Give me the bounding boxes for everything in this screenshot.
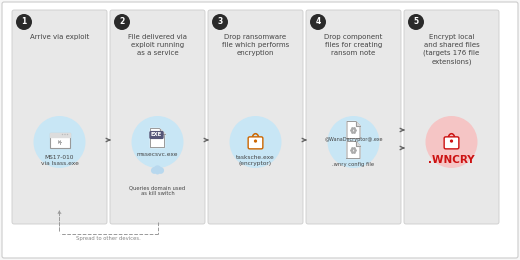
Text: 1: 1 [21,17,27,27]
Circle shape [212,14,228,30]
Polygon shape [347,141,360,159]
Circle shape [114,14,130,30]
Text: 3: 3 [217,17,223,27]
Circle shape [62,134,63,135]
Polygon shape [347,121,360,139]
Text: 5: 5 [413,17,419,27]
FancyBboxPatch shape [49,133,70,147]
Text: Queries domain used
as kill switch: Queries domain used as kill switch [129,185,186,196]
Circle shape [229,116,281,168]
Text: .WNCRY: .WNCRY [428,155,475,165]
Circle shape [310,14,326,30]
FancyBboxPatch shape [12,10,107,224]
Text: Drop ransomware
file which performs
encryption: Drop ransomware file which performs encr… [222,34,289,56]
Circle shape [450,139,453,143]
Circle shape [155,170,160,174]
Circle shape [408,14,424,30]
FancyBboxPatch shape [2,2,518,258]
Circle shape [425,116,477,168]
Polygon shape [356,121,360,126]
Polygon shape [356,141,360,146]
Text: Encrypt local
and shared files
(targets 176 file
extensions): Encrypt local and shared files (targets … [423,34,479,65]
Text: File delivered via
exploit running
as a service: File delivered via exploit running as a … [128,34,187,56]
Circle shape [64,134,66,135]
FancyBboxPatch shape [444,137,459,149]
Text: Arrive via exploit: Arrive via exploit [30,34,89,40]
Circle shape [33,116,85,168]
Circle shape [328,116,380,168]
FancyBboxPatch shape [208,10,303,224]
Circle shape [157,167,164,174]
Polygon shape [150,128,164,147]
Polygon shape [49,133,70,136]
Circle shape [16,14,32,30]
Text: mssecsvc.exe: mssecsvc.exe [137,152,178,157]
Circle shape [153,165,162,173]
Circle shape [132,116,184,168]
Text: 2: 2 [120,17,125,27]
FancyBboxPatch shape [404,10,499,224]
Text: @WanaDecryptor@.exe: @WanaDecryptor@.exe [324,138,383,142]
Circle shape [352,129,354,131]
Text: Spread to other devices.: Spread to other devices. [76,236,141,241]
Text: Drop component
files for creating
ransom note: Drop component files for creating ransom… [324,34,383,56]
Circle shape [151,167,158,174]
FancyBboxPatch shape [306,10,401,224]
Text: 4: 4 [315,17,321,27]
Text: MS17-010
via lsass.exe: MS17-010 via lsass.exe [41,155,79,166]
Text: tasksche.exe
(encryptor): tasksche.exe (encryptor) [236,155,275,166]
Circle shape [254,139,257,143]
Circle shape [352,149,354,151]
Polygon shape [160,128,164,133]
FancyBboxPatch shape [248,137,263,149]
Text: EXE: EXE [151,133,162,138]
Text: .wnry config file: .wnry config file [332,162,374,167]
Circle shape [67,134,68,135]
FancyBboxPatch shape [110,10,205,224]
